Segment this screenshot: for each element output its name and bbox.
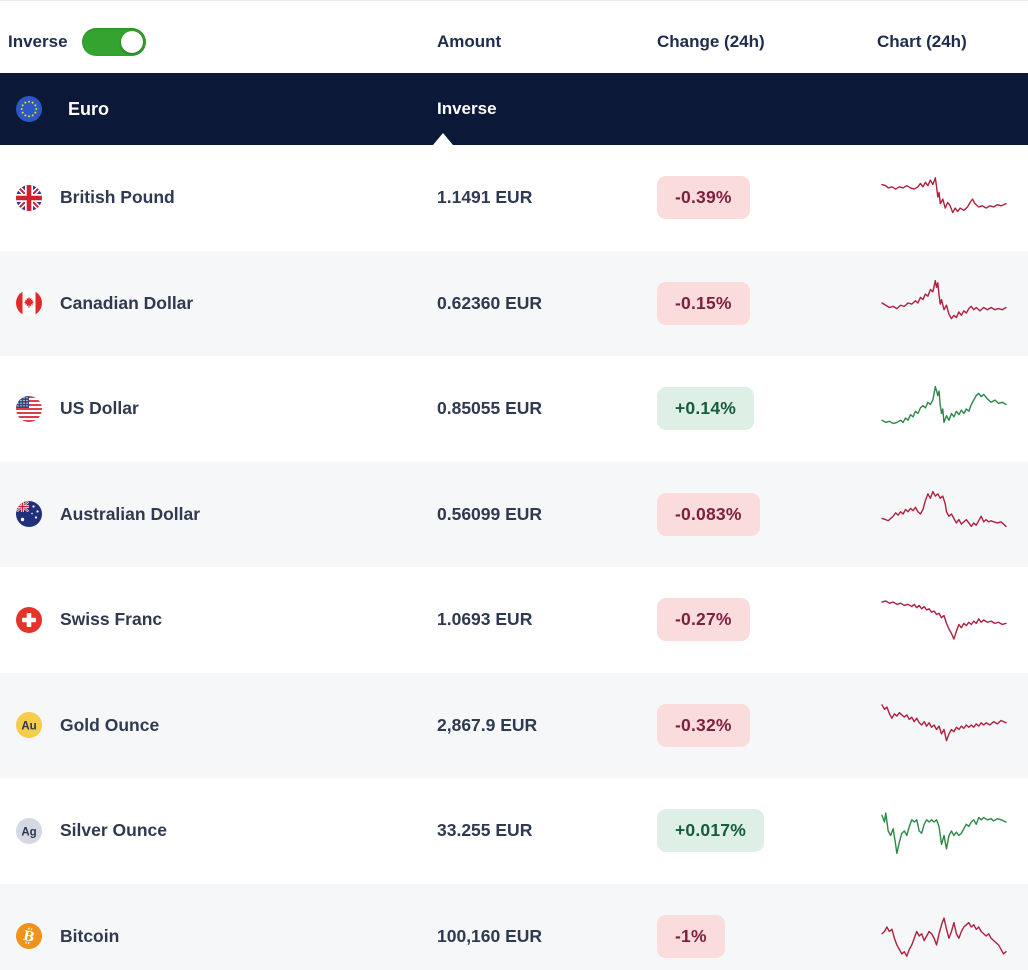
flag-australian-dollar-icon	[16, 501, 42, 528]
currency-name: Australian Dollar	[60, 503, 201, 524]
column-header-change: Change (24h)	[657, 31, 765, 51]
toggle-knob-icon	[120, 30, 143, 53]
svg-text:Ag: Ag	[21, 826, 36, 838]
currency-name: Canadian Dollar	[60, 292, 194, 313]
column-header-chart: Chart (24h)	[877, 31, 967, 51]
change-badge: -0.32%	[657, 703, 750, 747]
currency-name: Gold Ounce	[60, 714, 160, 735]
table-row[interactable]: British Pound 1.1491 EUR -0.39%	[0, 145, 1028, 251]
sparkline-chart	[877, 884, 1028, 970]
table-toolbar: Inverse Amount Change (24h) Chart (24h)	[0, 1, 1028, 73]
sparkline-chart	[877, 673, 1028, 779]
column-header-amount: Amount	[437, 31, 502, 51]
base-currency-name: Euro	[68, 98, 110, 119]
amount-value: 0.56099 EUR	[437, 503, 543, 524]
table-row[interactable]: B Bitcoin 100,160 EUR -1%	[0, 883, 1028, 970]
sparkline-chart	[877, 778, 1028, 884]
change-badge: -0.39%	[657, 176, 750, 220]
flag-swiss-franc-icon	[16, 606, 42, 633]
change-badge: -1%	[657, 914, 725, 958]
sparkline-chart	[877, 462, 1028, 568]
base-currency-bar: Euro Inverse	[0, 73, 1028, 145]
currency-name: Bitcoin	[60, 925, 120, 946]
table-row[interactable]: Ag Silver Ounce 33.255 EUR +0.017%	[0, 778, 1028, 884]
currency-name: British Pound	[60, 187, 175, 208]
bitcoin-icon: B	[16, 923, 42, 950]
sparkline-chart	[877, 251, 1028, 357]
inverse-toggle-switch[interactable]	[81, 27, 146, 56]
change-badge: +0.017%	[657, 809, 764, 853]
amount-value: 1.1491 EUR	[437, 187, 533, 208]
inverse-toggle-label: Inverse	[8, 31, 68, 51]
flag-canadian-dollar-icon	[16, 290, 42, 317]
svg-text:B: B	[22, 928, 36, 946]
flag-us-dollar-icon	[16, 395, 42, 422]
gold-au-icon: Au	[16, 712, 42, 739]
silver-ag-icon: Ag	[16, 817, 42, 844]
table-row[interactable]: Swiss Franc 1.0693 EUR -0.27%	[0, 567, 1028, 673]
amount-value: 1.0693 EUR	[437, 609, 533, 630]
sparkline-chart	[877, 145, 1028, 251]
table-row[interactable]: Au Gold Ounce 2,867.9 EUR -0.32%	[0, 672, 1028, 779]
svg-text:Au: Au	[21, 721, 36, 733]
base-inverse-label: Inverse	[437, 99, 497, 118]
sparkline-chart	[877, 356, 1028, 462]
amount-value: 33.255 EUR	[437, 820, 533, 841]
currency-name: Silver Ounce	[60, 820, 167, 841]
change-badge: -0.27%	[657, 598, 750, 642]
caret-up-icon	[433, 133, 453, 145]
table-row[interactable]: US Dollar 0.85055 EUR +0.14%	[0, 356, 1028, 462]
currency-name: US Dollar	[60, 398, 139, 419]
flag-british-pound-icon	[16, 184, 42, 211]
amount-value: 100,160 EUR	[437, 925, 543, 946]
amount-value: 0.62360 EUR	[437, 292, 543, 313]
sparkline-chart	[877, 567, 1028, 673]
amount-value: 2,867.9 EUR	[437, 714, 538, 735]
amount-value: 0.85055 EUR	[437, 398, 543, 419]
rates-table-body: British Pound 1.1491 EUR -0.39% Canadian…	[0, 145, 1028, 970]
euro-flag-icon	[16, 96, 42, 122]
change-badge: -0.083%	[657, 492, 760, 536]
table-row[interactable]: Australian Dollar 0.56099 EUR -0.083%	[0, 461, 1028, 568]
change-badge: +0.14%	[657, 387, 755, 431]
currency-name: Swiss Franc	[60, 609, 163, 630]
table-row[interactable]: Canadian Dollar 0.62360 EUR -0.15%	[0, 250, 1028, 357]
change-badge: -0.15%	[657, 281, 750, 325]
